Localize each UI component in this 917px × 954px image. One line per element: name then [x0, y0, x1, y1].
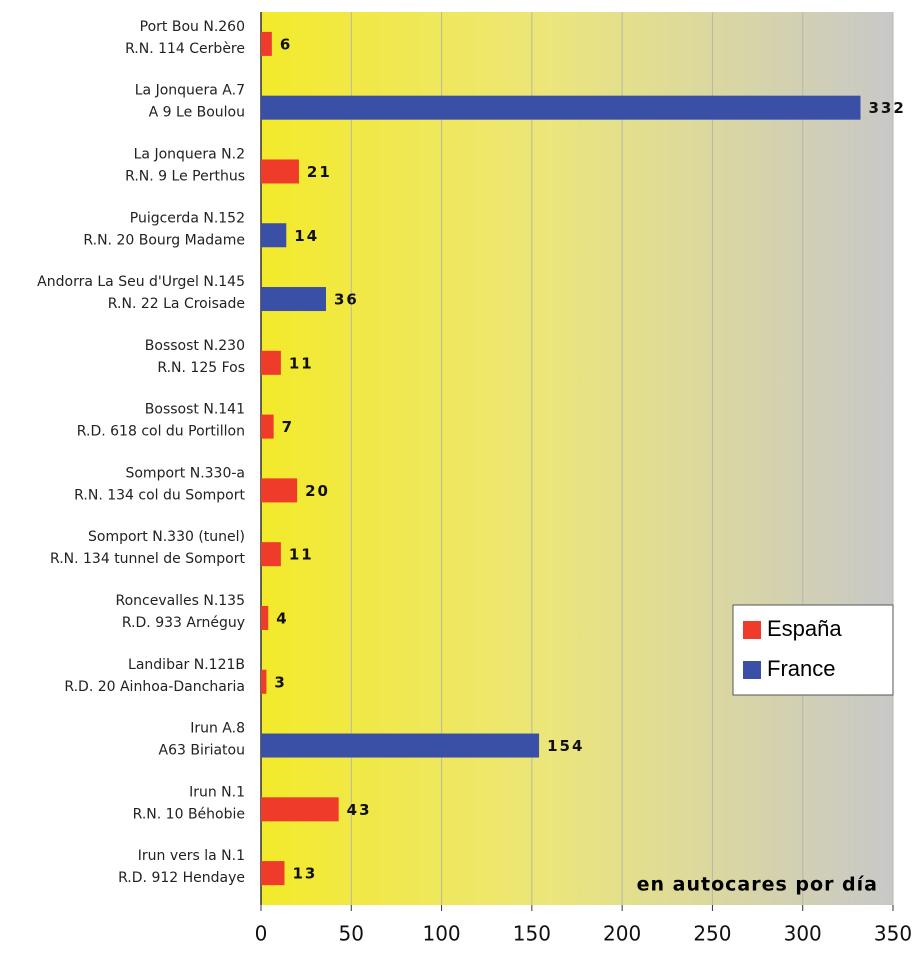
value-label: 43: [347, 801, 372, 819]
bar: [261, 350, 281, 375]
bar: [261, 542, 281, 567]
category-label: Andorra La Seu d'Urgel N.145: [37, 274, 245, 290]
bar: [261, 287, 327, 312]
category-label: Bossost N.230: [145, 338, 245, 354]
x-tick-label: 250: [693, 922, 731, 946]
category-label: R.D. 618 col du Portillon: [77, 424, 245, 440]
category-label: R.D. 912 Hendaye: [118, 870, 245, 886]
category-label: Irun A.8: [190, 721, 245, 737]
legend-label: España: [767, 616, 842, 641]
value-label: 4: [276, 609, 288, 627]
value-label: 11: [289, 546, 314, 564]
category-label: A 9 Le Boulou: [149, 105, 245, 121]
bar: [261, 797, 339, 822]
bar: [261, 414, 274, 439]
category-label: Somport N.330 (tunel): [88, 529, 245, 545]
category-label: La Jonquera A.7: [135, 83, 245, 99]
x-tick-label: 0: [255, 922, 268, 946]
bar: [261, 861, 285, 886]
category-label: R.N. 10 Béhobie: [133, 806, 245, 822]
category-label: Bossost N.141: [145, 402, 245, 418]
legend-label: France: [767, 656, 835, 681]
legend: [732, 604, 894, 696]
legend-swatch: [743, 621, 761, 639]
value-label: 7: [282, 418, 294, 436]
category-label: Somport N.330-a: [125, 465, 245, 481]
bar: [261, 605, 269, 630]
bar: [261, 478, 298, 503]
value-label: 332: [868, 99, 905, 117]
category-label: Irun vers la N.1: [138, 848, 245, 864]
category-label: Landibar N.121B: [128, 657, 245, 673]
value-label: 11: [289, 354, 314, 372]
value-label: 20: [305, 482, 330, 500]
value-label: 6: [280, 35, 292, 53]
plot-area: [261, 12, 893, 905]
bar: [261, 31, 272, 56]
bar: [261, 223, 287, 248]
category-label: R.D. 20 Ainhoa-Dancharia: [64, 679, 245, 695]
category-label: Irun N.1: [189, 784, 245, 800]
category-label: Roncevalles N.135: [116, 593, 246, 609]
legend-swatch: [743, 661, 761, 679]
value-label: 3: [274, 673, 286, 691]
category-label: A63 Biriatou: [159, 743, 246, 759]
category-label: R.D. 933 Arnéguy: [122, 615, 245, 631]
category-label: R.N. 114 Cerbère: [125, 41, 245, 57]
annotation: en autocares por día: [637, 874, 878, 896]
x-tick-label: 300: [784, 922, 822, 946]
value-label: 21: [307, 163, 332, 181]
category-label: La Jonquera N.2: [134, 146, 245, 162]
category-label: Port Bou N.260: [140, 19, 245, 35]
x-tick-label: 100: [422, 922, 460, 946]
category-label: R.N. 134 col du Somport: [74, 487, 245, 503]
bar: [261, 669, 267, 694]
category-label: R.N. 125 Fos: [157, 360, 245, 376]
x-tick-label: 50: [339, 922, 364, 946]
bar: [261, 159, 299, 184]
x-tick-label: 200: [603, 922, 641, 946]
value-label: 14: [294, 227, 319, 245]
category-label: R.N. 20 Bourg Madame: [83, 232, 245, 248]
bar: [261, 733, 540, 758]
bar: [261, 95, 861, 120]
category-label: Puigcerda N.152: [130, 210, 245, 226]
category-label: R.N. 22 La Croisade: [108, 296, 245, 312]
value-label: 36: [334, 291, 359, 309]
x-tick-label: 350: [874, 922, 912, 946]
category-label: R.N. 134 tunnel de Somport: [50, 551, 246, 567]
category-label: R.N. 9 Le Perthus: [125, 168, 245, 184]
value-label: 154: [547, 737, 584, 755]
value-label: 13: [292, 865, 317, 883]
x-tick-label: 150: [513, 922, 551, 946]
